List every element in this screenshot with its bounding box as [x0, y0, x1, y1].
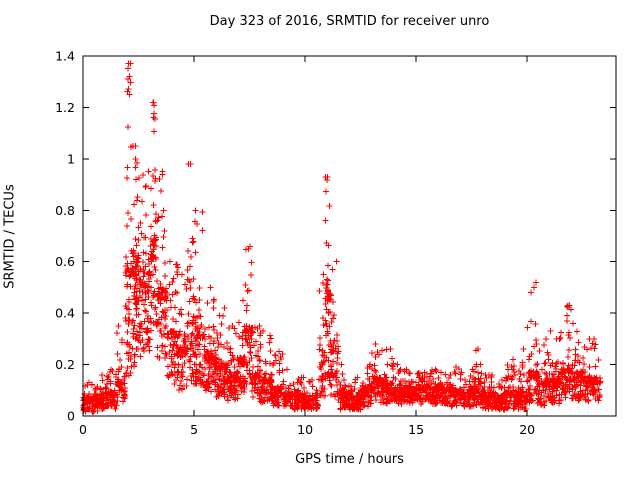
scatter-points	[80, 60, 604, 415]
y-tick-label: 1.2	[55, 100, 75, 115]
y-tick-label: 1	[67, 151, 75, 166]
x-tick-label: 10	[297, 422, 313, 437]
chart-title: Day 323 of 2016, SRMTID for receiver unr…	[209, 14, 490, 29]
y-tick-label: 0	[67, 409, 75, 424]
y-tick-label: 0.6	[55, 254, 75, 269]
y-tick-label: 0.4	[55, 306, 75, 321]
x-tick-label: 20	[519, 422, 535, 437]
x-axis-label: GPS time / hours	[295, 452, 404, 467]
x-tick-label: 5	[190, 422, 198, 437]
x-tick-label: 0	[79, 422, 87, 437]
y-axis-label: SRMTID / TECUs	[2, 184, 18, 289]
y-tick-label: 0.2	[55, 357, 75, 372]
y-tick-label: 0.8	[55, 203, 75, 218]
y-tick-label: 1.4	[55, 49, 75, 64]
x-tick-label: 15	[408, 422, 424, 437]
